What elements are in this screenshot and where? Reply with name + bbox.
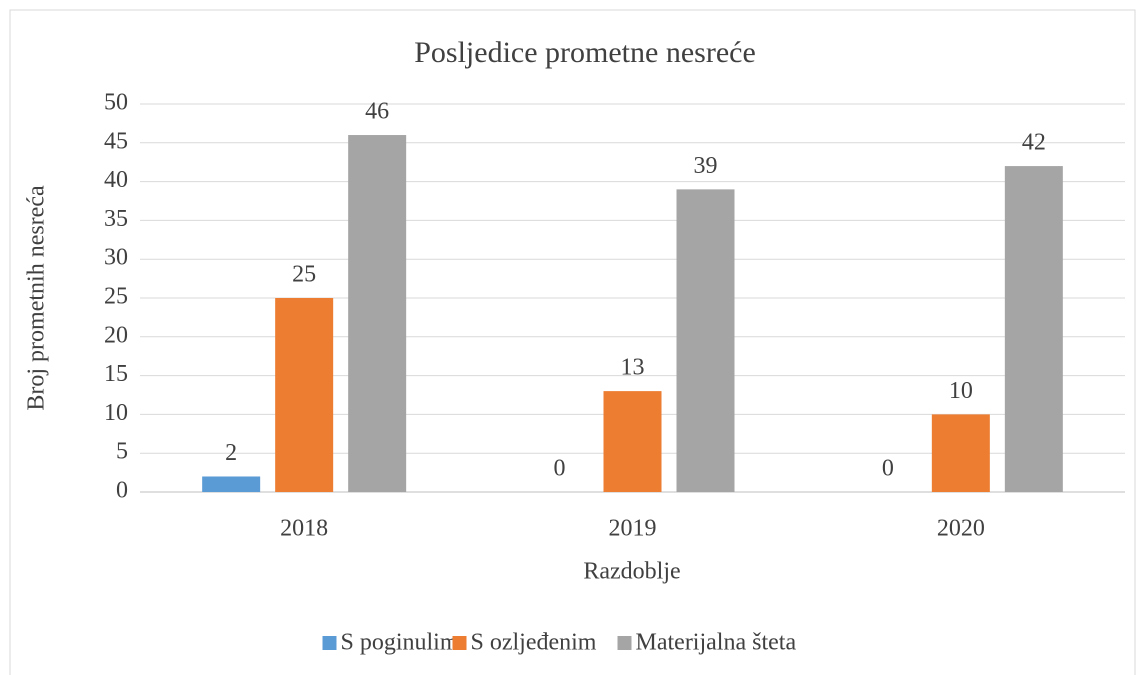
bar [275, 298, 334, 492]
bar [931, 414, 990, 492]
data-label: 2 [225, 440, 237, 466]
data-label: 0 [554, 456, 566, 482]
legend-swatch [617, 636, 632, 650]
data-label: 13 [621, 355, 645, 381]
x-axis-label: Razdoblje [583, 559, 680, 585]
data-label: 10 [949, 378, 973, 404]
y-tick-label: 0 [116, 478, 128, 504]
legend-swatch [452, 636, 467, 650]
y-tick-label: 20 [104, 322, 128, 348]
y-tick-label: 30 [104, 245, 128, 271]
x-tick-label: 2019 [609, 516, 657, 542]
chart-title: Posljedice prometne nesreće [414, 36, 756, 69]
y-tick-label: 40 [104, 167, 128, 193]
y-axis-label: Broj prometnih nesreća [24, 185, 50, 411]
y-tick-label: 5 [116, 439, 128, 465]
bar [202, 476, 261, 492]
y-tick-label: 15 [104, 361, 128, 387]
legend-label: Materijalna šteta [636, 630, 797, 656]
y-tick-label: 35 [104, 206, 128, 232]
y-tick-label: 50 [104, 90, 128, 116]
x-tick-label: 2020 [937, 516, 985, 542]
data-label: 25 [292, 262, 316, 288]
legend-swatch [322, 636, 337, 650]
data-label: 42 [1022, 130, 1046, 156]
y-tick-label: 45 [104, 128, 128, 154]
bar [603, 391, 662, 492]
data-label: 39 [694, 153, 718, 179]
bar [676, 189, 735, 493]
data-label: 46 [365, 99, 389, 125]
chart-border [9, 9, 1136, 675]
y-tick-label: 25 [104, 284, 128, 310]
y-tick-label: 10 [104, 400, 128, 426]
bar [348, 135, 407, 493]
legend-label: S ozljeđenim [471, 630, 597, 656]
x-tick-label: 2018 [280, 516, 328, 542]
bar [1004, 166, 1063, 492]
data-label: 0 [882, 456, 894, 482]
legend-label: S poginulim [341, 630, 459, 656]
